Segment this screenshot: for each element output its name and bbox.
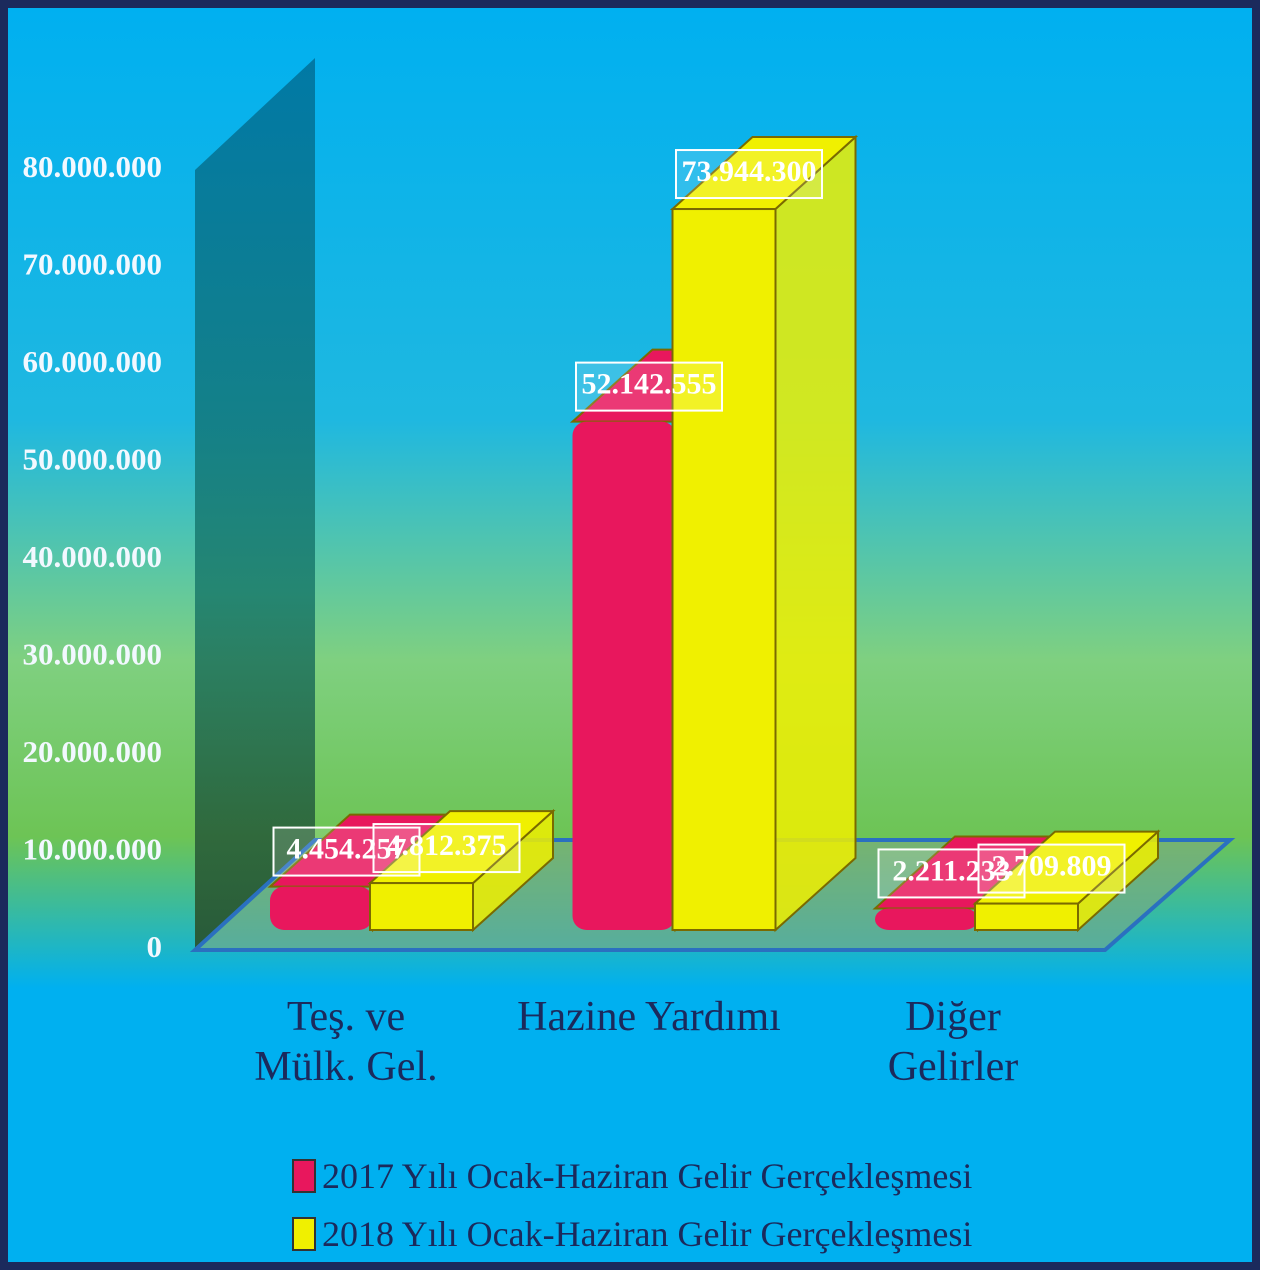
legend-entry: 2018 Yılı Ocak-Haziran Gelir Gerçekleşme… (292, 1213, 972, 1255)
value-label-box (372, 823, 521, 874)
legend-swatch (292, 1159, 316, 1193)
value-label-box (977, 843, 1126, 894)
value-label-box (877, 848, 1026, 899)
y-tick-label: 80.000.000 (23, 149, 163, 184)
legend-entry: 2017 Yılı Ocak-Haziran Gelir Gerçekleşme… (292, 1155, 972, 1197)
bar-front (369, 882, 474, 931)
value-label: 4.812.375 (387, 829, 507, 862)
value-label-box (575, 361, 723, 412)
x-tick-label: Hazine Yardımı (514, 992, 784, 1042)
y-tick-label: 30.000.000 (23, 637, 163, 672)
y-tick-label: 10.000.000 (23, 832, 163, 867)
y-tick-label: 60.000.000 (23, 344, 163, 379)
legend-label: 2017 Yılı Ocak-Haziran Gelir Gerçekleşme… (322, 1156, 973, 1196)
bar-front (875, 908, 978, 930)
bar-side (774, 134, 857, 933)
y-tick-label: 0 (147, 929, 163, 964)
bar-front (270, 886, 373, 930)
value-label: 2.709.809 (992, 849, 1112, 882)
value-label: 2.211.233 (892, 854, 1010, 887)
legend-label: 2018 Yılı Ocak-Haziran Gelir Gerçekleşme… (322, 1214, 973, 1254)
bar-front (671, 208, 777, 931)
bar-front (974, 902, 1079, 931)
y-tick-label: 20.000.000 (23, 734, 163, 769)
back-wall (195, 58, 315, 950)
y-tick-label: 50.000.000 (23, 442, 163, 477)
value-label: 52.142.555 (582, 368, 717, 401)
legend-swatch (292, 1217, 316, 1251)
value-label-box (272, 826, 421, 877)
y-tick-label: 40.000.000 (23, 539, 163, 574)
bar (669, 134, 859, 933)
bar (367, 808, 556, 933)
x-tick-label: Diğer Gelirler (838, 992, 1068, 1092)
value-label: 4.454.257 (287, 832, 407, 865)
x-tick-label: Teş. ve Mülk. Gel. (232, 992, 460, 1092)
y-tick-label: 70.000.000 (23, 247, 163, 282)
bar-front (572, 421, 676, 930)
bar (972, 829, 1161, 933)
value-label: 73.944.300 (682, 155, 817, 188)
value-label-box (675, 149, 823, 200)
